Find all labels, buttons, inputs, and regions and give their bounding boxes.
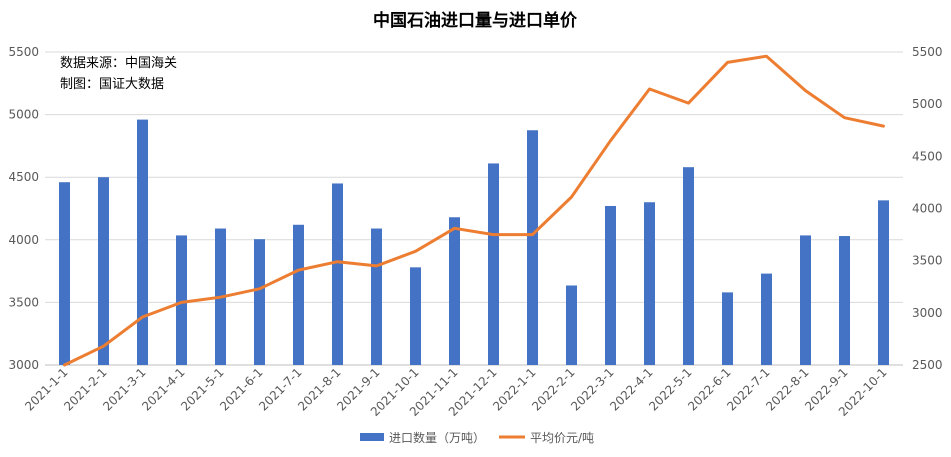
bar [293, 224, 304, 365]
bar-series [59, 119, 889, 365]
gridlines [45, 51, 903, 366]
bar [722, 292, 733, 365]
right-tick-label: 3500 [912, 254, 943, 268]
author-note: 制图：国证大数据 [60, 77, 164, 92]
right-axis: 2500 3000 3500 4000 4500 5000 5500 [912, 45, 943, 372]
left-tick-label: 5000 [8, 108, 39, 122]
bar [176, 235, 187, 365]
legend: 进口数量（万吨） 平均价元/吨 [360, 430, 594, 445]
legend-bar-swatch [360, 433, 384, 441]
left-tick-label: 4500 [8, 170, 39, 184]
bar [644, 202, 655, 365]
bar [488, 163, 499, 365]
bar [839, 236, 850, 365]
line-series [63, 54, 885, 367]
bar [332, 183, 343, 365]
bar [605, 205, 616, 365]
right-tick-label: 4000 [912, 202, 943, 216]
bar [566, 285, 577, 365]
bar [59, 182, 70, 365]
left-tick-label: 3500 [8, 295, 39, 309]
bar [98, 177, 109, 365]
bar [254, 239, 265, 365]
right-tick-label: 2500 [912, 358, 943, 372]
bar [683, 167, 694, 365]
left-tick-label: 3000 [8, 358, 39, 372]
right-tick-label: 5000 [912, 97, 943, 111]
bar [878, 200, 889, 365]
bar [761, 273, 772, 365]
right-tick-label: 3000 [912, 306, 943, 320]
legend-bar-label: 进口数量（万吨） [389, 430, 485, 445]
chart-title: 中国石油进口量与进口单价 [373, 10, 578, 31]
right-tick-label: 4500 [912, 149, 943, 163]
x-axis: 2021-1-12021-2-12021-3-12021-4-12021-5-1… [22, 365, 889, 419]
left-axis: 3000 3500 4000 4500 5000 5500 [8, 45, 39, 372]
bar [371, 228, 382, 365]
source-note: 数据来源：中国海关 [60, 56, 177, 71]
legend-line-label: 平均价元/吨 [530, 431, 594, 445]
bar [137, 119, 148, 365]
bar [410, 267, 421, 365]
bar [800, 235, 811, 365]
left-tick-label: 5500 [8, 45, 39, 59]
bar [527, 130, 538, 365]
bar [449, 217, 460, 365]
series-line [63, 54, 885, 367]
right-tick-label: 5500 [912, 45, 943, 59]
left-tick-label: 4000 [8, 233, 39, 247]
